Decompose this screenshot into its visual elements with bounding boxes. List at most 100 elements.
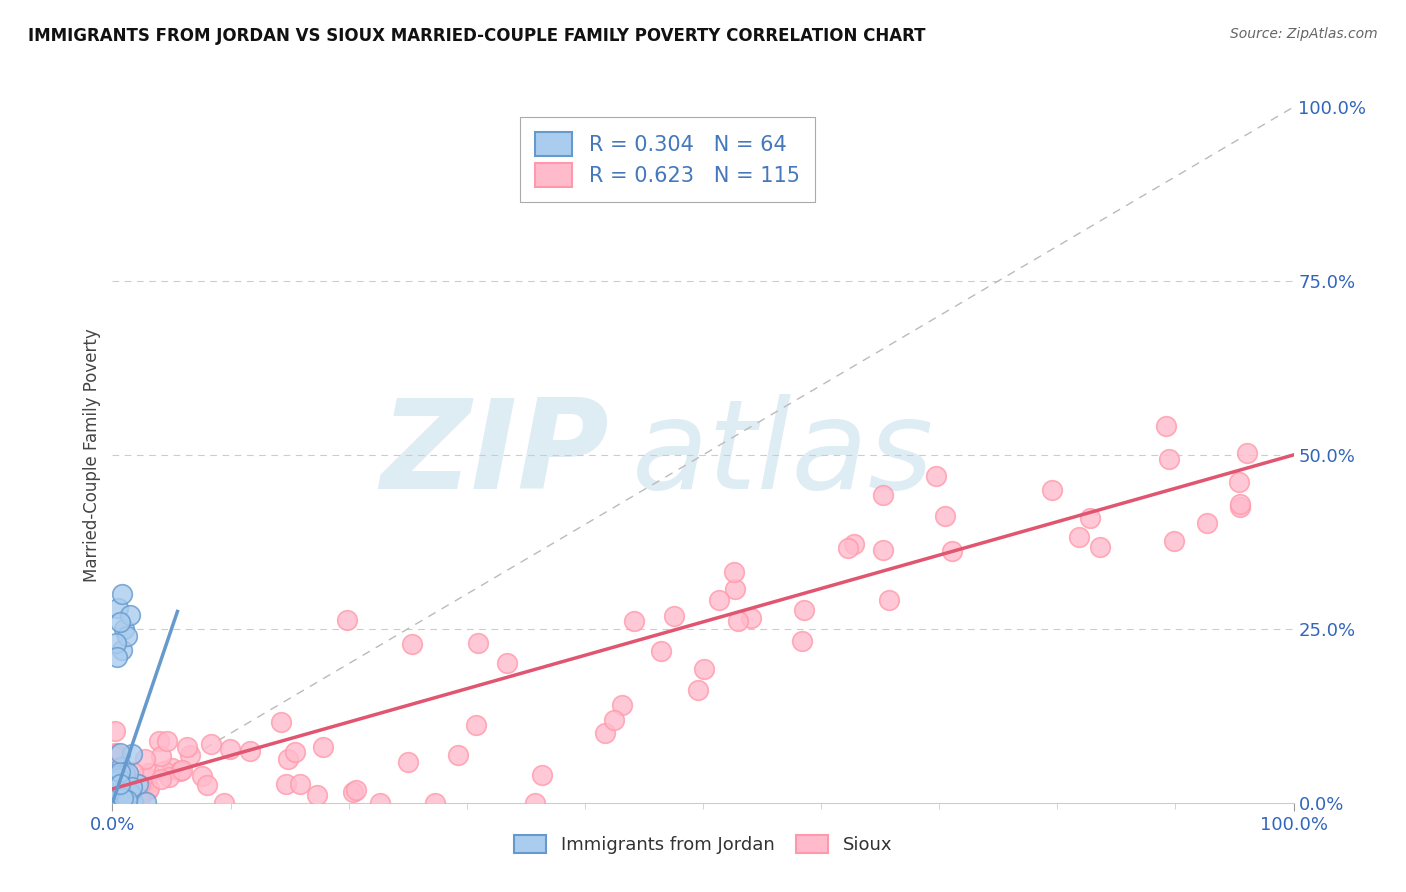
- Point: [121, 747, 143, 761]
- Point: [1040, 483, 1063, 497]
- Text: ZIP: ZIP: [380, 394, 609, 516]
- Point: [179, 747, 201, 762]
- Point: [149, 772, 172, 786]
- Point: [342, 785, 364, 799]
- Point: [105, 636, 128, 650]
- Point: [101, 790, 124, 805]
- Y-axis label: Married-Couple Family Poverty: Married-Couple Family Poverty: [83, 328, 101, 582]
- Point: [1236, 446, 1258, 460]
- Point: [1195, 516, 1218, 530]
- Point: [111, 773, 134, 788]
- Point: [172, 763, 194, 777]
- Point: [108, 768, 131, 782]
- Point: [103, 748, 125, 763]
- Point: [104, 746, 127, 760]
- Point: [724, 582, 747, 597]
- Point: [1069, 530, 1091, 544]
- Point: [107, 788, 129, 802]
- Point: [127, 778, 149, 792]
- Point: [101, 789, 124, 804]
- Point: [107, 601, 129, 615]
- Point: [148, 733, 170, 747]
- Point: [124, 789, 146, 803]
- Point: [219, 742, 242, 756]
- Point: [270, 714, 292, 729]
- Point: [117, 775, 139, 789]
- Point: [110, 780, 132, 794]
- Point: [101, 795, 124, 809]
- Point: [111, 782, 134, 797]
- Point: [792, 634, 814, 648]
- Point: [103, 796, 125, 810]
- Point: [523, 796, 546, 810]
- Point: [110, 765, 132, 780]
- Point: [103, 782, 125, 797]
- Point: [103, 784, 125, 798]
- Point: [111, 791, 134, 805]
- Point: [103, 795, 125, 809]
- Point: [118, 784, 141, 798]
- Point: [707, 592, 730, 607]
- Point: [111, 587, 134, 601]
- Point: [101, 796, 124, 810]
- Point: [344, 782, 367, 797]
- Point: [104, 784, 127, 798]
- Point: [153, 764, 176, 778]
- Point: [107, 788, 129, 802]
- Point: [108, 777, 131, 791]
- Point: [132, 778, 155, 792]
- Point: [1163, 534, 1185, 549]
- Point: [120, 788, 142, 802]
- Point: [105, 649, 128, 664]
- Point: [464, 717, 486, 731]
- Point: [423, 796, 446, 810]
- Point: [176, 740, 198, 755]
- Point: [104, 782, 127, 797]
- Point: [872, 543, 894, 558]
- Point: [447, 748, 470, 763]
- Point: [117, 765, 139, 780]
- Point: [115, 629, 138, 643]
- Point: [120, 607, 142, 622]
- Point: [127, 777, 149, 791]
- Point: [200, 737, 222, 751]
- Point: [307, 788, 329, 802]
- Point: [103, 794, 125, 808]
- Point: [107, 773, 129, 788]
- Point: [104, 790, 127, 805]
- Point: [1154, 419, 1177, 434]
- Point: [110, 777, 132, 791]
- Point: [108, 793, 131, 807]
- Point: [101, 794, 124, 808]
- Point: [111, 790, 134, 805]
- Point: [131, 782, 153, 797]
- Point: [107, 790, 129, 805]
- Point: [112, 780, 135, 794]
- Point: [401, 637, 423, 651]
- Point: [114, 766, 136, 780]
- Point: [1229, 497, 1251, 511]
- Point: [110, 747, 132, 761]
- Point: [496, 656, 519, 670]
- Point: [312, 739, 335, 754]
- Point: [877, 592, 900, 607]
- Point: [101, 793, 124, 807]
- Point: [934, 508, 956, 523]
- Point: [118, 772, 141, 787]
- Point: [115, 766, 138, 780]
- Point: [115, 793, 138, 807]
- Point: [103, 793, 125, 807]
- Point: [1080, 511, 1102, 525]
- Point: [122, 777, 145, 791]
- Point: [105, 773, 128, 788]
- Point: [104, 793, 127, 807]
- Point: [122, 795, 145, 809]
- Point: [120, 786, 142, 800]
- Point: [105, 796, 128, 810]
- Point: [284, 745, 307, 759]
- Point: [125, 785, 148, 799]
- Point: [117, 795, 139, 809]
- Point: [122, 789, 145, 803]
- Point: [336, 613, 359, 627]
- Point: [135, 795, 157, 809]
